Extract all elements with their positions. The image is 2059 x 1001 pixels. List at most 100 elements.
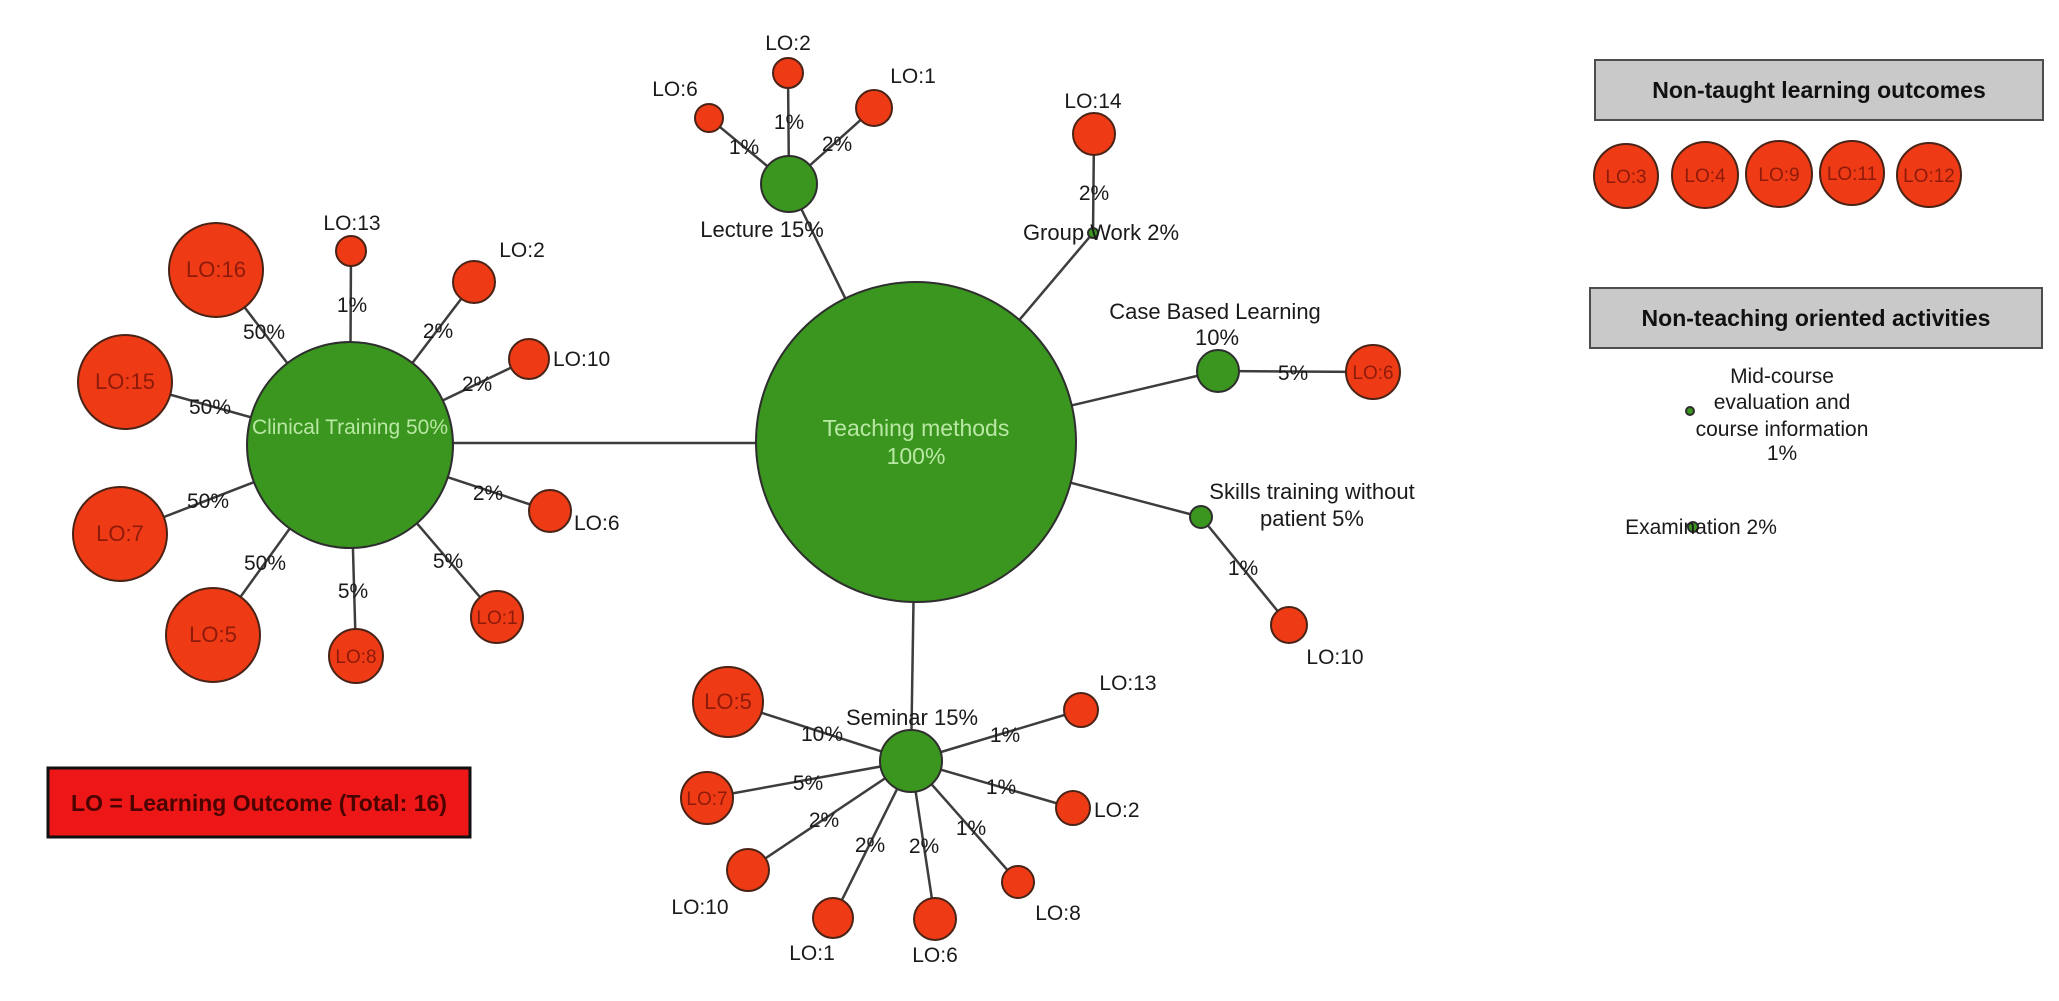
- cluster-lecture: Lecture 15% LO:6 LO:2 LO:1 1% 1% 2%: [652, 32, 936, 242]
- pct-label: 5%: [1278, 362, 1308, 385]
- satellite-node: [694, 103, 724, 133]
- satellite-node: [72, 486, 168, 582]
- satellite-node: [1671, 141, 1739, 209]
- pct-label: 1%: [990, 724, 1020, 747]
- satellite-node: [470, 590, 524, 644]
- cluster-teaching-methods: Teaching methods 100%: [755, 281, 1077, 603]
- legend: LO = Learning Outcome (Total: 16): [46, 766, 472, 839]
- satellite-label: LO:13: [1099, 672, 1156, 695]
- node-case-based-learning: [1196, 349, 1240, 393]
- mid-course-label-line4: 1%: [1767, 442, 1797, 465]
- pct-label: 2%: [423, 320, 453, 343]
- satellite-node: [1345, 344, 1401, 400]
- examination-label: Examination 2%: [1625, 516, 1777, 539]
- pct-label: 1%: [337, 294, 367, 317]
- satellite-node: [328, 628, 384, 684]
- mid-course-label-line1: Mid-course: [1730, 365, 1834, 388]
- satellite-node: [452, 260, 496, 304]
- cluster-skills-training: Skills training without patient 5% LO:10…: [1189, 479, 1415, 669]
- skills-training-label-line2: patient 5%: [1260, 506, 1364, 531]
- satellite-label: LO:15: [95, 369, 155, 394]
- satellite-label: LO:3: [1605, 167, 1646, 188]
- satellite-label: LO:8: [335, 647, 376, 668]
- satellite-label: LO:14: [1064, 90, 1122, 113]
- satellite-node: [508, 338, 550, 380]
- satellite-node: [1745, 140, 1813, 208]
- pct-label: 50%: [243, 321, 285, 344]
- edge: [747, 759, 912, 872]
- satellite-node: [1072, 112, 1116, 156]
- pct-label: 5%: [433, 550, 463, 573]
- satellite-label: LO:5: [189, 622, 237, 647]
- satellite-label: LO:10: [1306, 646, 1363, 669]
- satellite-node: [855, 89, 893, 127]
- satellite-node: [1896, 142, 1962, 208]
- satellite-node: [772, 57, 804, 89]
- mid-course-dot: [1685, 406, 1695, 416]
- satellite-label: LO:11: [1827, 164, 1877, 185]
- pct-label: 50%: [244, 552, 286, 575]
- satellite-node: [168, 222, 264, 318]
- pct-label: 50%: [189, 396, 231, 419]
- satellite-label: LO:6: [1352, 363, 1393, 384]
- non-teaching-title: Non-teaching oriented activities: [1642, 305, 1991, 331]
- satellite-node: [77, 334, 173, 430]
- pct-label: 10%: [801, 723, 843, 746]
- pct-label: 5%: [793, 772, 823, 795]
- pct-label: 1%: [729, 136, 759, 159]
- teaching-methods-label: Teaching methods: [823, 415, 1010, 441]
- satellite-node: [692, 666, 764, 738]
- pct-label: 2%: [1079, 182, 1109, 205]
- pct-label: 2%: [809, 809, 839, 832]
- satellite-node: [1819, 140, 1885, 206]
- skills-training-label-line1: Skills training without: [1209, 479, 1414, 504]
- edge: [706, 759, 912, 800]
- satellite-label: LO:4: [1684, 166, 1726, 187]
- satellite-label: LO:1: [789, 942, 835, 965]
- satellite-node: [528, 489, 572, 533]
- legend-box: [46, 766, 472, 839]
- node-skills-training: [1189, 505, 1213, 529]
- seminar-label: Seminar 15%: [846, 705, 978, 730]
- satellite-label: LO:10: [553, 348, 610, 371]
- examination-dot: [1687, 521, 1699, 533]
- satellite-node: [1001, 865, 1035, 899]
- panel-non-teaching: Non-teaching oriented activities Mid-cou…: [1589, 287, 2043, 539]
- satellite-node: [335, 235, 367, 267]
- satellite-label: LO:6: [652, 78, 698, 101]
- non-taught-title: Non-taught learning outcomes: [1652, 77, 1986, 103]
- cluster-clinical-training: Clinical Training 50% LO:16 LO:13 LO:2 L…: [72, 212, 620, 684]
- satellite-label: LO:2: [499, 239, 545, 262]
- node-teaching-methods: [755, 281, 1077, 603]
- mid-course-label-line3: course information: [1696, 418, 1869, 441]
- satellite-node: [1063, 692, 1099, 728]
- satellite-node: [680, 771, 734, 825]
- node-group-work: [1087, 227, 1099, 239]
- lecture-label: Lecture 15%: [700, 217, 824, 242]
- satellite-label: LO:13: [323, 212, 380, 235]
- case-based-learning-pct: 10%: [1195, 325, 1239, 350]
- satellite-label: LO:1: [890, 65, 936, 88]
- pct-label: 1%: [986, 776, 1016, 799]
- satellite-node: [1055, 790, 1091, 826]
- mid-course-label-line2: evaluation and: [1714, 391, 1851, 414]
- cluster-seminar: Seminar 15% LO:5 LO:7 LO:10 LO:1 LO:6 LO…: [671, 666, 1157, 967]
- satellite-node: [812, 897, 854, 939]
- satellite-node: [913, 897, 957, 941]
- pct-label: 2%: [855, 834, 885, 857]
- pct-label: 1%: [1228, 557, 1258, 580]
- group-work-label: Group Work 2%: [1023, 220, 1179, 245]
- pct-label: 1%: [774, 111, 804, 134]
- satellite-label: LO:6: [912, 944, 958, 967]
- satellite-label: LO:9: [1758, 165, 1799, 186]
- satellite-label: LO:10: [671, 896, 728, 919]
- cluster-group-work: Group Work 2% LO:14 2%: [1023, 90, 1179, 245]
- non-teaching-header: [1589, 287, 2043, 349]
- node-lecture: [760, 155, 818, 213]
- pct-label: 2%: [473, 482, 503, 505]
- satellite-label: LO:6: [574, 512, 620, 535]
- satellite-label: LO:2: [1094, 799, 1140, 822]
- satellite-label: LO:16: [186, 257, 246, 282]
- satellite-node: [165, 587, 261, 683]
